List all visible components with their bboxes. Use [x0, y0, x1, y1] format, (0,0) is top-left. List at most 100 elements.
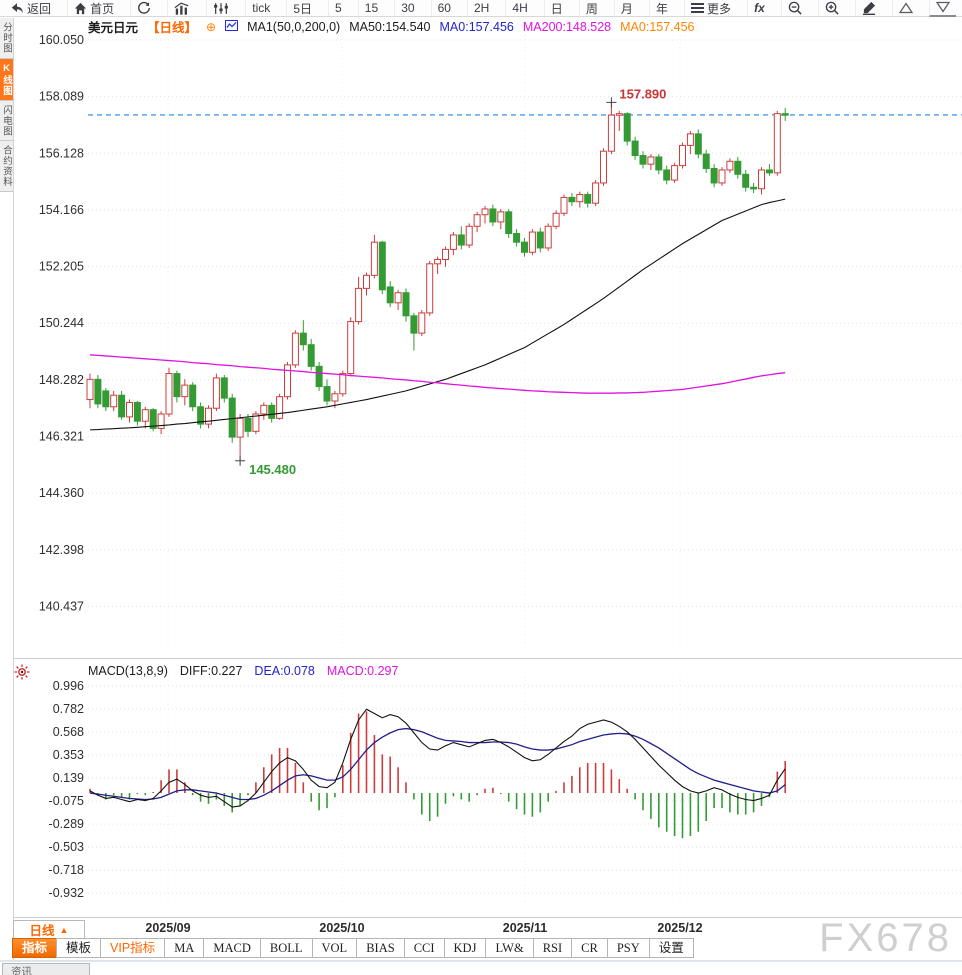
interval-15m[interactable]: 15: [357, 0, 384, 16]
interval-day[interactable]: 日: [543, 0, 569, 16]
dea-line: [89, 727, 786, 801]
tab-indicators[interactable]: 指标: [12, 938, 58, 958]
period-dropdown-button[interactable]: 日线 ▲: [13, 920, 85, 939]
tab-kdj[interactable]: KDJ: [443, 938, 487, 958]
interval-tick[interactable]: tick: [245, 0, 276, 16]
price-axis-label: 142.398: [39, 543, 84, 557]
zoom-in-button[interactable]: [817, 0, 845, 16]
ma-settings-label: MA1(50,0,200,0): [247, 19, 341, 34]
interval-month[interactable]: 月: [613, 0, 639, 16]
diff-line: [89, 708, 786, 808]
x-axis-label: 2025/12: [657, 921, 703, 935]
interval-60m[interactable]: 60: [430, 0, 457, 16]
back-button[interactable]: 返回: [4, 0, 57, 16]
price-axis-label: 148.282: [39, 373, 84, 387]
tab-rsi[interactable]: RSI: [532, 938, 573, 958]
top-toolbar: 返回 首页 tick 5日 5 15 30 60 2H 4H 日 周 月 年 更…: [0, 0, 962, 17]
scroll-left-button[interactable]: [891, 0, 919, 16]
refresh-button[interactable]: [130, 0, 157, 16]
dropdown-arrow-icon: ▲: [59, 924, 69, 935]
draw-button[interactable]: [854, 0, 882, 16]
tab-macd[interactable]: MACD: [203, 938, 261, 958]
tab-lw[interactable]: LW&: [485, 938, 534, 958]
macd-axis-label: -0.075: [49, 794, 84, 808]
sidebar-item-lightning[interactable]: 闪电图: [0, 100, 13, 141]
macd-axis-label: 0.782: [53, 702, 84, 716]
macd-legend: MACD(13,8,9) DIFF:0.227 DEA:0.078 MACD:0…: [88, 664, 398, 678]
high-price-annotation: 157.890: [619, 86, 666, 101]
interval-4h[interactable]: 4H: [505, 0, 533, 16]
tab-ma[interactable]: MA: [164, 938, 205, 958]
price-and-macd-chart[interactable]: 160.050 158.089 156.128 154.166 152.205 150.2…: [0, 0, 962, 917]
interval-5d[interactable]: 5日: [286, 0, 318, 16]
ma200-value: MA200:148.528: [522, 19, 612, 34]
tab-templates[interactable]: 模板: [56, 938, 102, 958]
tab-psy[interactable]: PSY: [606, 938, 650, 958]
tab-cr[interactable]: CR: [571, 938, 608, 958]
gridlines: 160.050 158.089 156.128 154.166 152.205 150.2…: [39, 33, 962, 905]
indicator-tab-bar: 指标 模板 VIP指标 MA MACD BOLL VOL BIAS CCI KD…: [12, 938, 694, 958]
panel-divider: [13, 658, 962, 659]
formula-button[interactable]: fx: [747, 0, 771, 16]
x-axis-label: 2025/10: [319, 921, 365, 935]
macd-panel: 0.996 0.782 0.568 0.353 0.139 -0.075 -0.289 -0.…: [49, 679, 962, 900]
tab-settings[interactable]: 设置: [648, 938, 694, 958]
triangle-up-icon: [898, 2, 913, 14]
price-axis-label: 146.321: [39, 429, 84, 443]
interval-2h[interactable]: 2H: [467, 0, 495, 16]
interval-5m[interactable]: 5: [328, 0, 348, 16]
axis-divider: [13, 917, 962, 918]
price-axis-label: 160.050: [39, 33, 84, 47]
macd-formula: MACD(13,8,9): [88, 664, 168, 678]
news-tab[interactable]: 资讯: [2, 963, 90, 975]
price-axis-label: 144.360: [39, 486, 84, 500]
tab-boll[interactable]: BOLL: [259, 938, 313, 958]
sidebar-item-timeshare[interactable]: 分时图: [0, 18, 13, 59]
interval-year[interactable]: 年: [648, 0, 674, 16]
back-icon: [10, 2, 24, 15]
interval-30m[interactable]: 30: [394, 0, 420, 16]
ma50-line: [89, 198, 786, 431]
tab-bias[interactable]: BIAS: [356, 938, 405, 958]
price-axis-label: 150.244: [39, 316, 84, 330]
home-button[interactable]: 首页: [67, 0, 120, 16]
macd-value: MACD:0.297: [326, 664, 399, 678]
dea-value: DEA:0.078: [254, 664, 315, 678]
candles-layer: [86, 102, 789, 461]
ma200-line: [89, 354, 786, 394]
sidebar-item-contract-info[interactable]: 合约资料: [0, 141, 13, 192]
menu-icon: [691, 3, 705, 13]
circle-plus-icon[interactable]: ⊕: [206, 19, 217, 34]
interval-week[interactable]: 周: [578, 0, 604, 16]
tab-vol[interactable]: VOL: [311, 938, 358, 958]
more-label: 更多: [707, 1, 732, 16]
more-button[interactable]: 更多: [684, 0, 737, 16]
period-label: 【日线】: [147, 21, 198, 35]
home-label: 首页: [90, 1, 115, 16]
fx-icon: fx: [754, 1, 765, 15]
tab-cci[interactable]: CCI: [403, 938, 445, 958]
sidebar-item-kline[interactable]: K线图: [0, 58, 13, 101]
macd-axis-label: -0.289: [49, 817, 84, 831]
zoom-out-icon: [788, 1, 802, 15]
home-icon: [74, 2, 87, 15]
sidebar-divider: [13, 18, 14, 960]
macd-axis-label: 0.568: [53, 725, 84, 739]
indicator-settings-button[interactable]: [206, 0, 235, 16]
scroll-right-button[interactable]: [929, 0, 956, 17]
macd-axis-label: 0.139: [53, 771, 84, 785]
sliders-icon: [213, 2, 229, 15]
watermark: FX678: [819, 916, 952, 960]
zoom-out-button[interactable]: [780, 0, 808, 16]
price-axis-label: 152.205: [39, 260, 84, 274]
x-axis-label: 2025/09: [145, 921, 191, 935]
mini-chart-icon[interactable]: [225, 19, 239, 34]
price-axis-label: 158.089: [39, 90, 84, 104]
indicator-sun-icon[interactable]: [14, 664, 30, 685]
chart-legend: 美元日元 【日线】 ⊕ MA1(50,0,200,0) MA50:154.540…: [88, 19, 695, 35]
ma0-value-blue: MA0:157.456: [439, 19, 514, 34]
x-axis-label: 2025/11: [502, 921, 548, 935]
tab-vip-indicators[interactable]: VIP指标: [100, 938, 166, 958]
chart-type-button[interactable]: [167, 0, 196, 16]
